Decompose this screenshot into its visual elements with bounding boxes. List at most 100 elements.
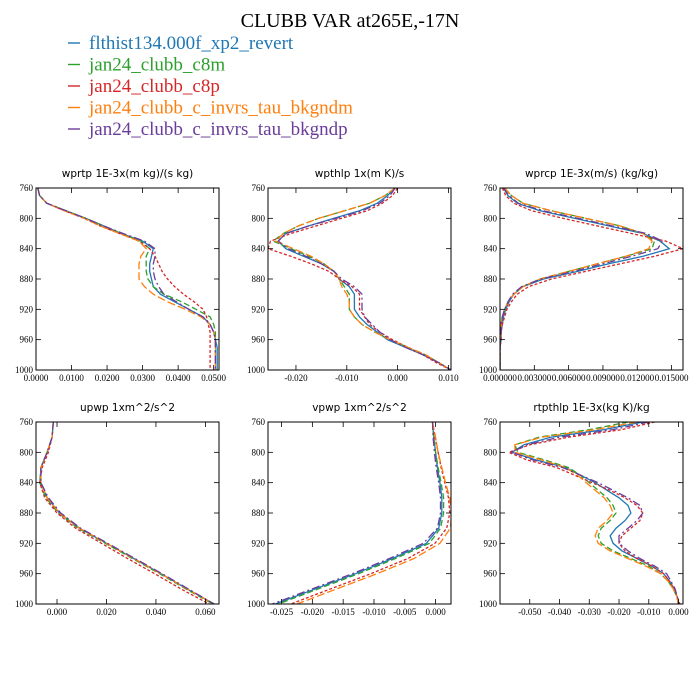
series-line — [40, 422, 215, 604]
series-line — [277, 188, 451, 370]
series-line — [40, 422, 215, 604]
x-tick-label: -0.010 — [335, 373, 359, 383]
panels: wprtp 1E-3x(m kg)/(s kg) 760 800 840 880 920 9… — [15, 168, 689, 617]
panel-title: rtpthlp 1E-3x(kg K)/kg — [533, 402, 649, 414]
series-line — [37, 188, 211, 370]
series-line — [37, 188, 217, 370]
x-tick-label: 0.0000 — [24, 373, 49, 383]
y-tick-label: 840 — [20, 244, 34, 254]
series-line — [37, 188, 217, 370]
y-tick-label: 760 — [20, 183, 34, 193]
chart-panel: upwp 1xm^2/s^2 760 800 840 880 920 960 1000 0.00… — [15, 402, 220, 617]
x-tick-label: -0.030 — [578, 607, 602, 617]
panel-title: wprtp 1E-3x(m kg)/(s kg) — [62, 168, 193, 180]
y-tick-label: 880 — [484, 508, 498, 518]
y-tick-label: 800 — [484, 447, 498, 457]
x-tick-label: 0.000 — [668, 607, 689, 617]
y-tick-label: 920 — [20, 304, 34, 314]
y-tick-label: 880 — [484, 274, 498, 284]
chart-panel: vpwp 1xm^2/s^2 760 800 840 880 920 960 1000 -0.0… — [247, 402, 452, 617]
panel-title: upwp 1xm^2/s^2 — [80, 402, 175, 414]
legend-label: jan24_clubb_c_invrs_tau_bkgndp — [88, 119, 348, 140]
series-line — [274, 188, 451, 370]
y-tick-label: 1000 — [479, 599, 498, 609]
x-tick-label: -0.020 — [607, 607, 631, 617]
y-tick-label: 880 — [20, 508, 34, 518]
y-tick-label: 1000 — [15, 365, 34, 375]
series-line — [278, 422, 445, 604]
x-tick-label: -0.005 — [393, 607, 417, 617]
x-tick-label: -0.020 — [284, 373, 308, 383]
x-tick-label: 0.000000 — [483, 373, 517, 383]
figure-title: CLUBB VAR at265E,-17N — [241, 10, 460, 32]
y-tick-label: 920 — [20, 538, 34, 548]
x-tick-label: 0.0300 — [130, 373, 155, 383]
panel-title: wpthlp 1x(m K)/s — [315, 168, 405, 180]
y-tick-label: 920 — [252, 538, 266, 548]
series-line — [500, 188, 664, 370]
y-tick-label: 800 — [484, 213, 498, 223]
series-line — [514, 422, 680, 604]
y-tick-label: 800 — [252, 213, 266, 223]
x-tick-label: 0.012000 — [620, 373, 654, 383]
series-line — [500, 188, 653, 370]
y-tick-label: 760 — [20, 417, 34, 427]
series-group — [272, 422, 451, 604]
x-tick-label: 0.0400 — [166, 373, 191, 383]
x-tick-label: 0.010 — [438, 373, 459, 383]
x-tick-label: 0.003000 — [517, 373, 551, 383]
series-line — [510, 422, 680, 604]
plot-frame — [267, 421, 452, 605]
y-tick-label: 960 — [252, 335, 266, 345]
series-line — [268, 188, 451, 370]
y-tick-label: 960 — [20, 335, 34, 345]
y-tick-label: 840 — [252, 478, 266, 488]
y-tick-label: 840 — [484, 478, 498, 488]
plot-frame — [35, 187, 220, 371]
legend: flthist134.000f_xp2_revertjan24_clubb_c8… — [68, 33, 353, 140]
x-tick-label: 0.006000 — [552, 373, 586, 383]
legend-label: jan24_clubb_c8m — [88, 55, 225, 76]
chart-panel: rtpthlp 1E-3x(kg K)/kg 760 800 840 880 920 960… — [479, 402, 689, 617]
y-tick-label: 1000 — [247, 365, 266, 375]
series-line — [37, 188, 217, 370]
x-tick-label: 0.020 — [96, 607, 117, 617]
x-tick-label: 0.009000 — [586, 373, 620, 383]
series-line — [39, 422, 214, 604]
series-line — [296, 422, 451, 604]
x-tick-label: -0.050 — [518, 607, 542, 617]
plot-frame — [499, 187, 684, 371]
x-tick-label: 0.0100 — [59, 373, 84, 383]
series-line — [271, 188, 451, 370]
x-tick-label: 0.015000 — [655, 373, 689, 383]
legend-label: jan24_clubb_c8p — [88, 76, 220, 97]
panel-title: vpwp 1xm^2/s^2 — [312, 402, 407, 414]
chart-panel: wprtp 1E-3x(m kg)/(s kg) 760 800 840 880 920 9… — [15, 168, 227, 383]
plot-frame — [499, 421, 684, 605]
series-line — [40, 422, 215, 604]
y-tick-label: 840 — [484, 244, 498, 254]
y-tick-label: 1000 — [479, 365, 498, 375]
series-line — [500, 188, 683, 370]
panel-title: wprcp 1E-3x(m/s) (kg/kg) — [525, 168, 658, 180]
x-tick-label: -0.025 — [270, 607, 294, 617]
y-tick-label: 960 — [484, 569, 498, 579]
chart-panel: wpthlp 1x(m K)/s 760 800 840 880 920 960 1000 -0… — [247, 168, 459, 383]
y-tick-label: 1000 — [15, 599, 34, 609]
x-tick-label: -0.040 — [548, 607, 572, 617]
y-tick-label: 880 — [252, 274, 266, 284]
plot-frame — [35, 421, 220, 605]
legend-label: jan24_clubb_c_invrs_tau_bkgndm — [88, 98, 353, 119]
y-tick-label: 880 — [20, 274, 34, 284]
x-tick-label: 0.000 — [425, 607, 446, 617]
series-line — [514, 422, 680, 604]
y-tick-label: 760 — [484, 183, 498, 193]
x-tick-label: 0.0500 — [201, 373, 226, 383]
series-line — [39, 422, 210, 604]
x-tick-label: -0.015 — [332, 607, 356, 617]
y-tick-label: 800 — [252, 447, 266, 457]
y-tick-label: 840 — [20, 478, 34, 488]
y-tick-label: 760 — [252, 183, 266, 193]
x-tick-label: 0.0200 — [95, 373, 120, 383]
x-tick-label: 0.060 — [195, 607, 216, 617]
